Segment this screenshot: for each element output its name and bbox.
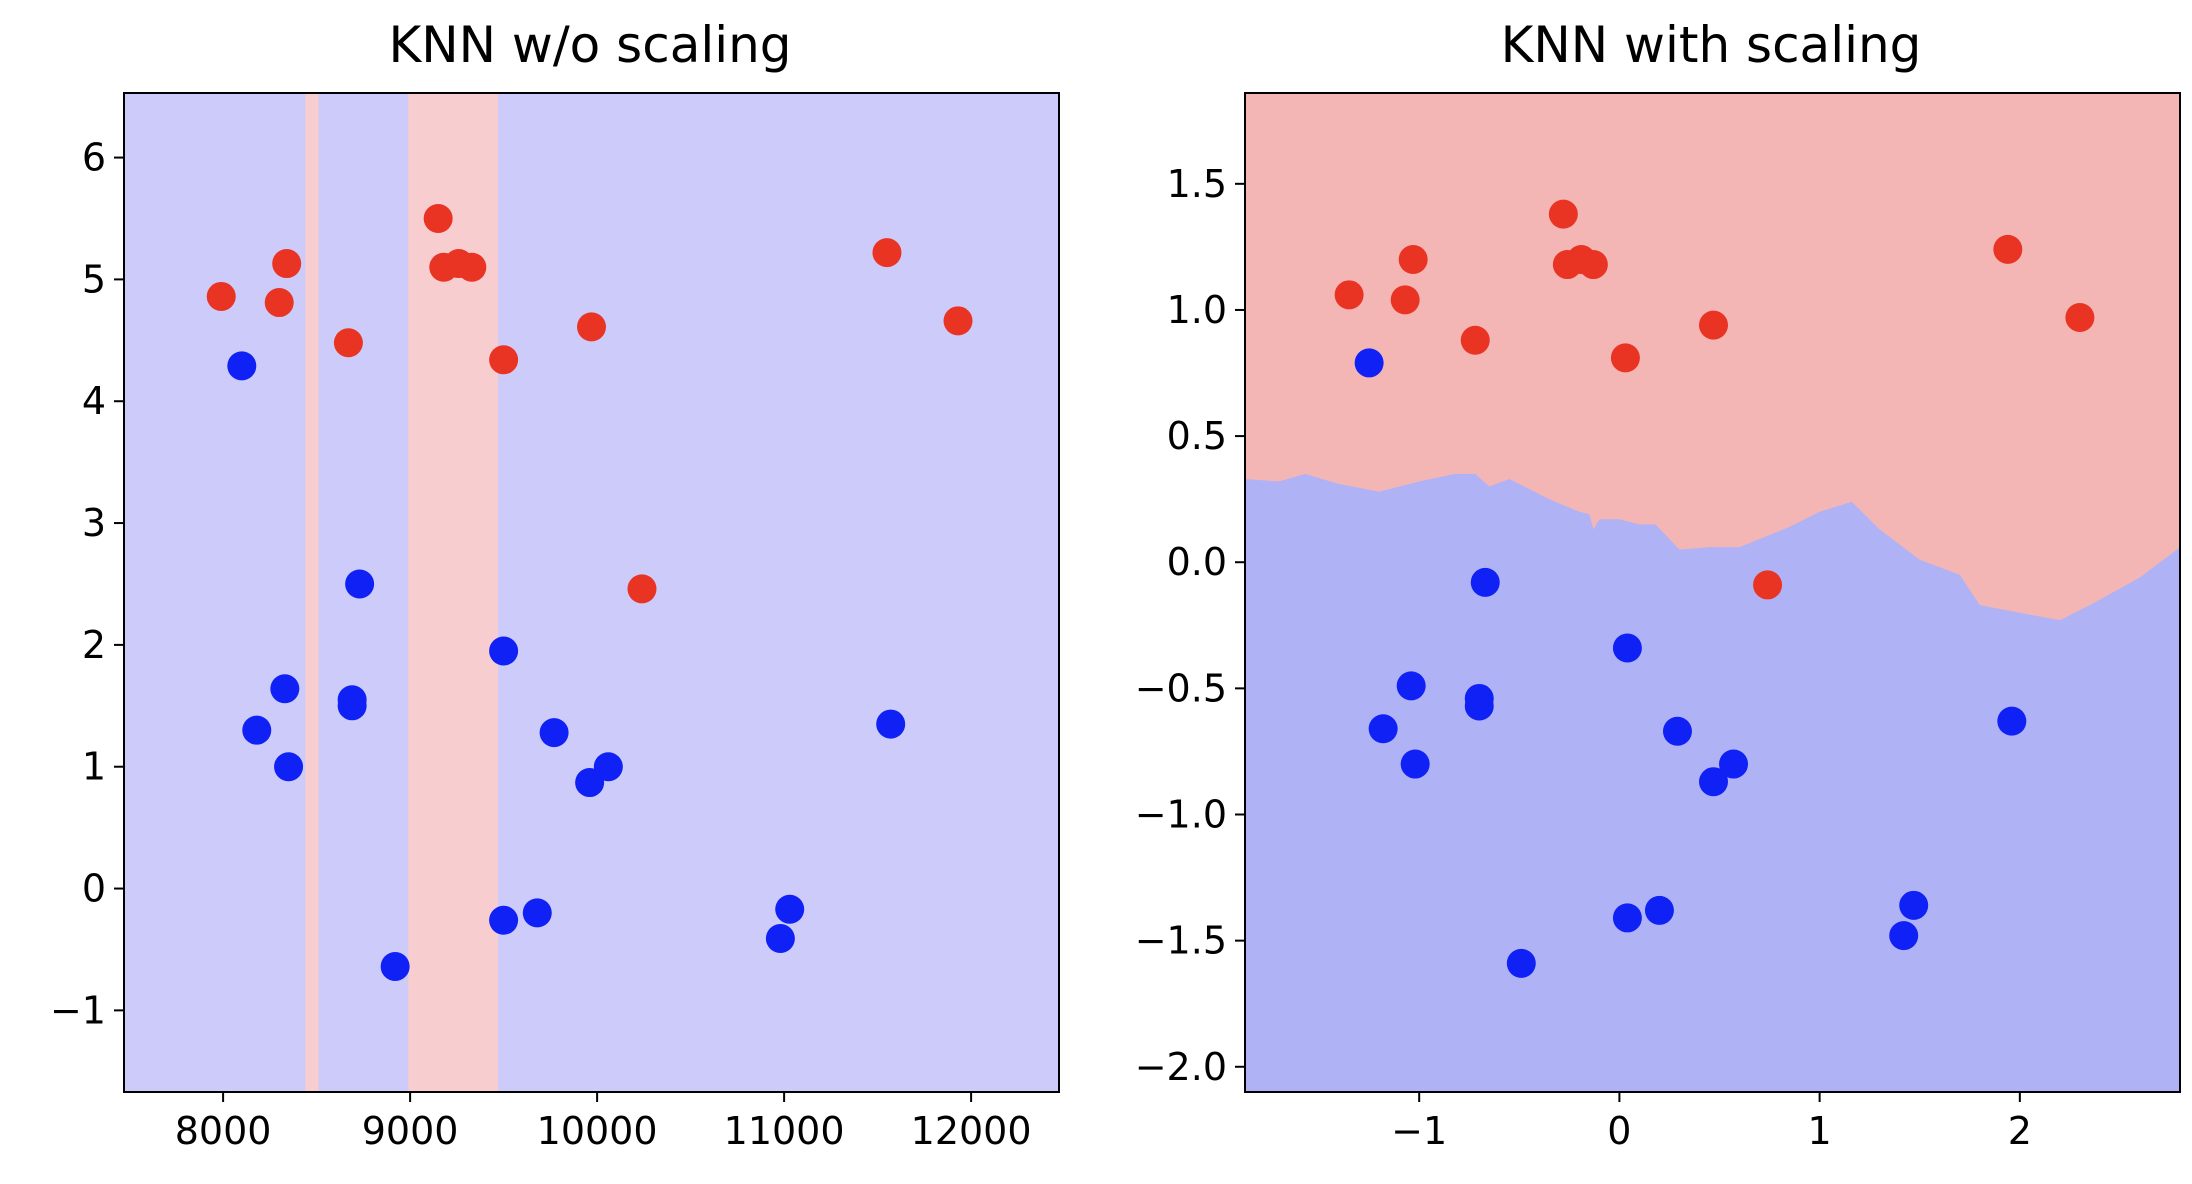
y-tick-label: −2.0 <box>1135 1045 1227 1089</box>
y-tick-label: −1 <box>50 988 106 1032</box>
data-point <box>1889 921 1919 951</box>
decision-region-red <box>305 93 319 1092</box>
data-point <box>489 636 519 666</box>
data-point <box>1400 749 1430 779</box>
data-point <box>270 674 300 704</box>
data-point <box>1612 633 1642 663</box>
data-point <box>345 569 375 599</box>
x-tick-label: 12000 <box>911 1109 1032 1153</box>
data-point <box>1334 280 1364 310</box>
x-tick-label: −1 <box>1391 1109 1447 1153</box>
y-tick-label: 1.0 <box>1167 288 1227 332</box>
data-point <box>1464 691 1494 721</box>
data-point <box>1610 343 1640 373</box>
data-point <box>1390 285 1420 315</box>
data-point <box>333 328 363 358</box>
data-point <box>1578 250 1608 280</box>
y-tick-label: 2 <box>82 623 106 667</box>
data-point <box>765 923 795 953</box>
chart-knn-without-scaling: KNN w/o scaling 8000 9000 10000 11000 12000 −… <box>50 16 1060 1153</box>
y-tick-label: 0 <box>82 867 106 911</box>
plot-area <box>1245 93 2180 1092</box>
data-point <box>1753 570 1783 600</box>
data-point <box>227 351 257 381</box>
data-point <box>1398 245 1428 274</box>
data-point <box>380 952 410 982</box>
data-point <box>489 905 519 935</box>
data-point <box>943 306 973 336</box>
data-point <box>489 345 519 375</box>
y-tick-label: 1 <box>82 745 106 789</box>
data-point <box>337 691 367 721</box>
data-point <box>1460 325 1490 355</box>
data-point <box>274 752 304 782</box>
x-tick-label: 8000 <box>175 1109 272 1153</box>
data-point <box>1993 234 2023 264</box>
decision-region-red <box>408 93 498 1092</box>
chart-title: KNN with scaling <box>1501 16 1922 74</box>
y-tick-label: 0.5 <box>1167 414 1227 458</box>
decision-region-blue <box>124 93 1059 1092</box>
data-point <box>242 715 272 745</box>
data-point <box>2065 303 2095 333</box>
data-point <box>1506 948 1536 978</box>
plot-frame <box>123 92 1060 1093</box>
data-point <box>1612 903 1642 933</box>
data-point <box>775 894 805 924</box>
y-tick-label: 3 <box>82 501 106 545</box>
x-tick-label: 2 <box>2008 1109 2032 1153</box>
data-point <box>1644 895 1674 925</box>
data-point <box>539 718 569 748</box>
data-point <box>872 238 902 268</box>
data-point <box>1899 890 1929 920</box>
data-point <box>1470 567 1500 597</box>
data-point <box>423 203 453 233</box>
chart-knn-with-scaling: KNN with scaling −1 0 1 2 −2.0 −1.5 −1.0 −0.5 0.… <box>1135 16 2181 1153</box>
data-point <box>1699 767 1729 797</box>
data-point <box>1662 716 1692 746</box>
x-tick-label: 9000 <box>362 1109 459 1153</box>
data-point <box>206 281 236 311</box>
plot-frame <box>1244 92 2181 1093</box>
data-point <box>1719 749 1749 779</box>
y-tick-label: 1.5 <box>1167 162 1227 206</box>
x-tick-label: 10000 <box>537 1109 658 1153</box>
chart-title: KNN w/o scaling <box>388 16 791 74</box>
data-point <box>264 288 294 318</box>
y-tick-label: −1.0 <box>1135 793 1227 837</box>
data-point <box>1699 310 1729 340</box>
y-tick-label: −0.5 <box>1135 666 1227 710</box>
data-point <box>627 574 657 604</box>
y-tick-label: −1.5 <box>1135 919 1227 963</box>
x-tick-label: 0 <box>1607 1109 1631 1153</box>
y-tick-label: 4 <box>82 379 106 423</box>
y-tick-label: 0.0 <box>1167 540 1227 584</box>
x-tick-label: 1 <box>1808 1109 1832 1153</box>
x-tick-label: 11000 <box>724 1109 845 1153</box>
data-point <box>577 312 606 342</box>
data-point <box>1548 199 1578 229</box>
data-point <box>1396 671 1426 701</box>
y-tick-label: 5 <box>82 257 106 301</box>
data-point <box>1368 714 1398 744</box>
data-point <box>593 752 623 782</box>
data-point <box>457 252 487 282</box>
data-point <box>272 249 302 279</box>
data-point <box>1997 706 2027 736</box>
data-point <box>876 709 906 739</box>
plot-area <box>124 93 1059 1092</box>
data-point <box>1354 348 1384 378</box>
data-point <box>522 898 552 928</box>
y-tick-label: 6 <box>82 136 106 180</box>
